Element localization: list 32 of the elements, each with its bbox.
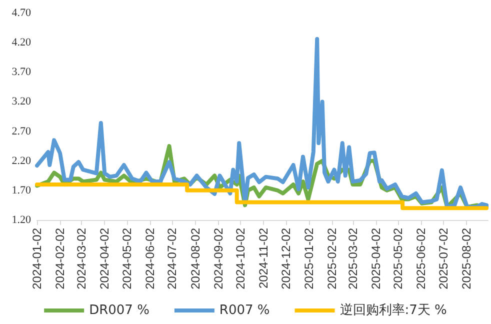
x-tick-label: 2025-02-02: [324, 228, 339, 290]
x-tick-label: 2025-06-02: [414, 228, 428, 290]
x-tick-label: 2024-05-02: [120, 228, 134, 290]
y-tick-label: 3.20: [12, 96, 32, 108]
x-tick-label: 2025-05-02: [391, 228, 406, 290]
y-tick-label: 4.20: [12, 36, 32, 49]
y-tick-label: 2.70: [12, 125, 32, 138]
x-tick-label: 2024-03-02: [74, 228, 89, 290]
x-tick-label: 2025-03-02: [346, 228, 360, 290]
legend-label: 逆回购利率:7天 %: [340, 302, 447, 318]
x-tick-label: 2025-08-02: [459, 228, 474, 290]
x-tick-label: 2024-12-02: [278, 228, 293, 290]
y-tick-label: 3.70: [12, 66, 32, 78]
line-series: [35, 37, 489, 209]
x-tick-label: 2024-04-02: [98, 228, 112, 290]
x-tick-label: 2024-06-02: [142, 228, 157, 290]
x-tick-label: 2024-09-02: [211, 228, 226, 290]
x-tick-label: 2024-11-02: [256, 228, 271, 288]
x-tick-label: 2025-04-02: [368, 228, 383, 290]
y-tick-label: 4.70: [12, 7, 32, 19]
x-tick-label: 2024-01-02: [30, 228, 44, 290]
legend-label: DR007 %: [89, 303, 150, 318]
x-tick-label: 2024-08-02: [188, 228, 202, 290]
y-tick-label: 2.20: [12, 154, 32, 167]
x-tick-label: 2024-07-02: [165, 228, 180, 290]
x-tick-label: 2025-01-02: [302, 228, 316, 290]
legend-label: R007 %: [219, 303, 270, 318]
x-tick-label: 2024-10-02: [234, 228, 248, 290]
y-tick-label: 1.70: [12, 184, 32, 196]
y-tick-label: 1.20: [12, 214, 32, 226]
x-tick-label: 2025-07-02: [436, 228, 450, 290]
x-tick-label: 2024-02-02: [53, 228, 68, 290]
